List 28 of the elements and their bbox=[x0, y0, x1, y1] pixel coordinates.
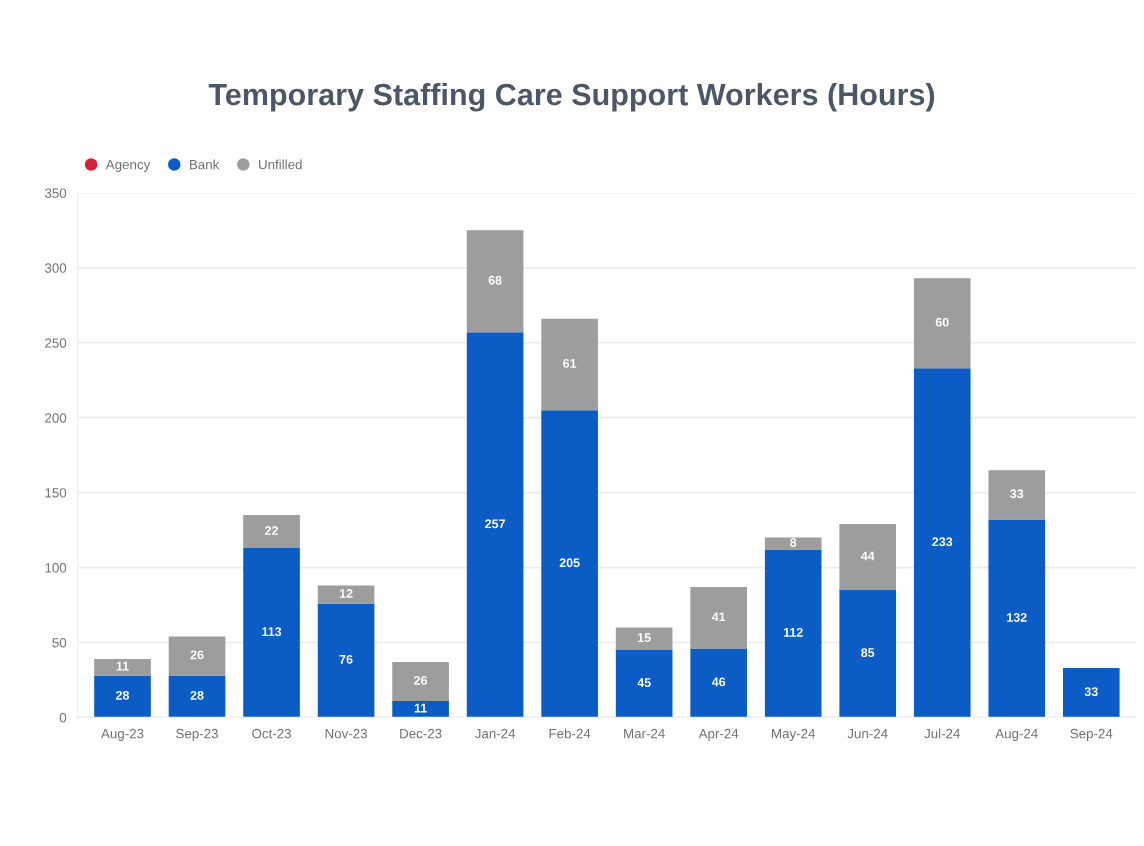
bar bbox=[317, 585, 375, 604]
bar bbox=[168, 675, 226, 718]
bar bbox=[988, 519, 1046, 718]
bar bbox=[94, 658, 151, 676]
bar bbox=[243, 515, 300, 549]
bar bbox=[392, 700, 449, 718]
bar bbox=[541, 410, 598, 718]
bar bbox=[317, 603, 375, 718]
bar bbox=[541, 318, 598, 411]
bar bbox=[466, 230, 524, 333]
bar bbox=[466, 332, 524, 718]
bar bbox=[94, 675, 151, 718]
bar bbox=[615, 627, 673, 650]
bar bbox=[243, 548, 300, 718]
bar bbox=[690, 587, 747, 649]
bar bbox=[392, 661, 449, 701]
bar bbox=[913, 368, 971, 718]
bar bbox=[168, 636, 226, 676]
bar bbox=[1062, 667, 1120, 718]
bar bbox=[764, 549, 822, 718]
bar bbox=[615, 649, 673, 718]
bar bbox=[839, 590, 897, 718]
bar bbox=[913, 278, 971, 369]
bar bbox=[764, 537, 822, 550]
chart-title: Temporary Staffing Care Support Workers (Hours) bbox=[208, 82, 935, 112]
bar bbox=[690, 648, 747, 718]
bar bbox=[839, 524, 897, 591]
bar bbox=[988, 470, 1046, 520]
